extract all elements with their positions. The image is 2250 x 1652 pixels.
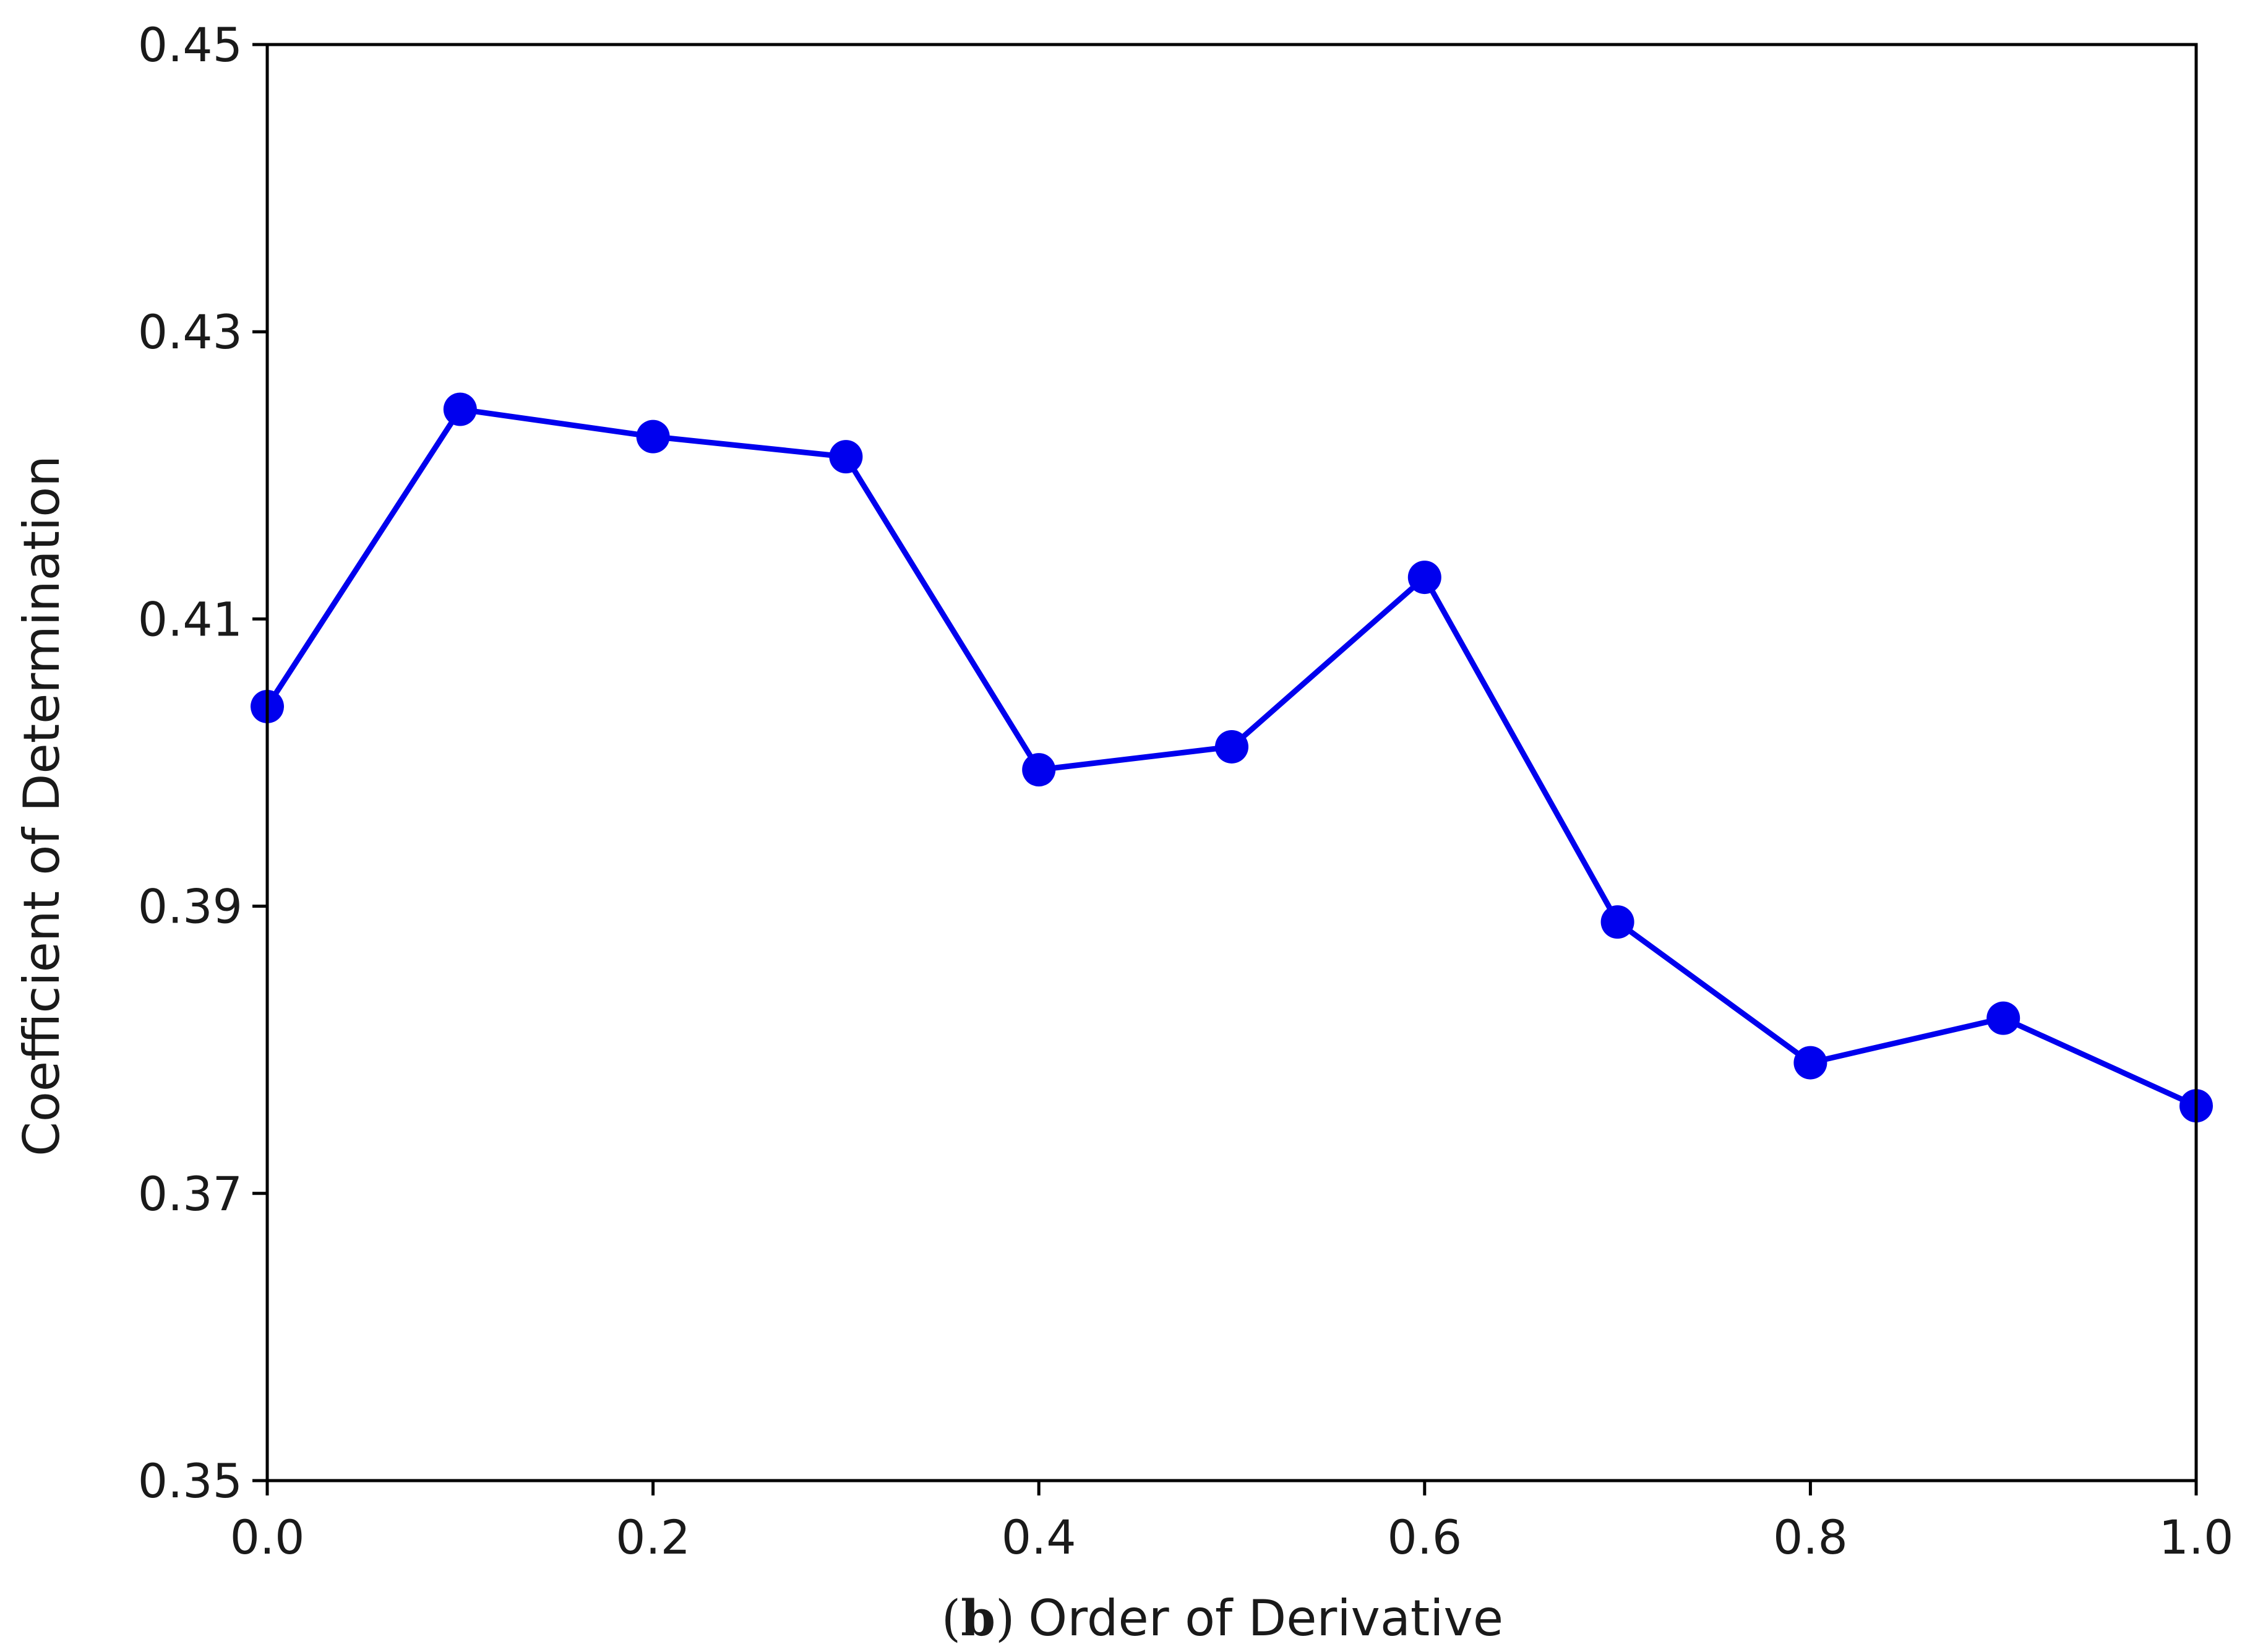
series-layer <box>251 392 2213 1123</box>
data-point <box>1022 753 1056 787</box>
x-tick-label: 0.2 <box>616 1510 690 1565</box>
y-tick-label: 0.35 <box>138 1453 243 1508</box>
x-tick-label: 0.0 <box>230 1510 305 1565</box>
data-point <box>1986 1001 2020 1035</box>
ticks-layer: 0.35 0.37 0.39 0.41 0.43 0.45 0.0 0.2 0.4 0.6 0.8 1… <box>138 17 2234 1565</box>
panel-label-open-paren: ( <box>942 1590 961 1647</box>
panel-label: b <box>961 1589 995 1647</box>
data-point <box>1215 729 1248 764</box>
data-point <box>443 392 477 426</box>
x-axis-title: Order of Derivative <box>1028 1590 1503 1647</box>
y-axis-label: Coefficient of Determination <box>13 455 71 1156</box>
x-tick-label: 0.8 <box>1773 1510 1848 1565</box>
x-tick-label: 0.4 <box>1002 1510 1076 1565</box>
y-tick-label: 0.41 <box>138 592 243 647</box>
x-tick-label: 1.0 <box>2159 1510 2234 1565</box>
y-tick-label: 0.43 <box>138 304 243 359</box>
x-tick-label: 0.6 <box>1387 1510 1462 1565</box>
panel-label-close-paren: ) <box>995 1590 1015 1647</box>
x-axis-label: (b) Order of Derivative <box>942 1589 1503 1647</box>
y-tick-label: 0.37 <box>138 1166 243 1221</box>
data-point <box>1793 1046 1827 1080</box>
data-point <box>829 440 863 474</box>
data-point <box>1407 561 1441 595</box>
data-point <box>636 419 670 454</box>
plot-frame <box>265 43 2198 1482</box>
y-tick-label: 0.45 <box>138 17 243 72</box>
data-point <box>1600 905 1634 939</box>
y-tick-label: 0.39 <box>138 879 243 934</box>
